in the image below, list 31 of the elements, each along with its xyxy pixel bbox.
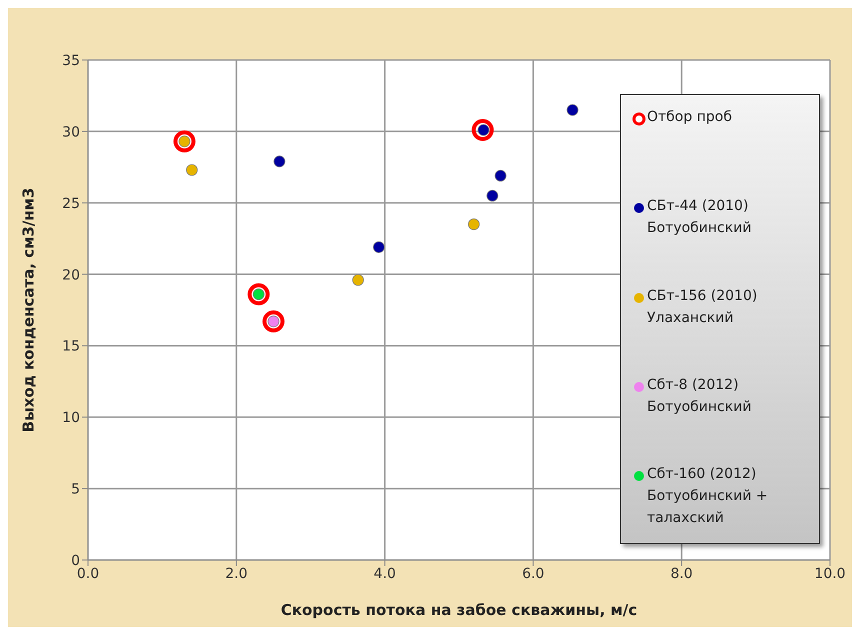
legend-label: Сбт-8 (2012) Ботуобинский xyxy=(647,376,752,417)
y-axis-title: Выход конденсата, см3/нм3 xyxy=(19,188,38,432)
point xyxy=(173,130,196,152)
legend-label: СБт-44 (2010) Ботуобинский xyxy=(647,197,752,238)
point xyxy=(373,241,385,253)
point xyxy=(468,218,480,230)
x-tick-label: 10.0 xyxy=(814,566,846,582)
point xyxy=(566,104,578,116)
legend-label: Сбт-160 (2012) Ботуобинский + талахский xyxy=(647,465,769,528)
point xyxy=(248,283,270,306)
point xyxy=(274,156,286,168)
x-tick-label: 6.0 xyxy=(522,566,544,582)
point xyxy=(486,190,498,202)
point xyxy=(494,170,506,182)
point xyxy=(352,274,364,286)
point xyxy=(472,119,494,141)
point xyxy=(186,164,198,176)
y-tick-label: 15 xyxy=(62,338,80,355)
x-tick-label: 8.0 xyxy=(670,566,693,582)
legend-label: СБт-156 (2010) Улаханский xyxy=(647,286,758,328)
y-tick-label: 30 xyxy=(62,124,80,140)
y-tick-label: 25 xyxy=(62,196,80,212)
y-tick-label: 20 xyxy=(62,267,80,284)
x-tick-label: 2.0 xyxy=(225,566,248,582)
x-axis-title: Скорость потока на забое скважины, м/с xyxy=(280,601,638,619)
point xyxy=(262,310,284,332)
y-tick-label: 5 xyxy=(71,482,80,498)
legend-label: Отбор проб xyxy=(647,108,733,127)
x-tick-label: 4.0 xyxy=(374,566,396,582)
y-tick-label: 10 xyxy=(62,410,80,426)
y-tick-label: 35 xyxy=(62,52,80,69)
